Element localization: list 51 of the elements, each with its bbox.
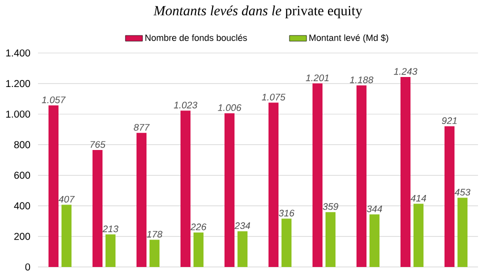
data-label: 213 (102, 226, 118, 232)
chart-title: Montants levés dans le private equity (153, 6, 362, 18)
y-tick-label: 200 (14, 232, 30, 240)
data-label: 1.023 (174, 102, 198, 108)
legend-label: Montant levé (Md $) (309, 34, 388, 43)
data-label: 226 (190, 224, 206, 230)
bar (312, 83, 322, 267)
data-label: 1.188 (350, 76, 374, 84)
y-tick-label: 1.200 (6, 80, 30, 88)
data-label: 765 (90, 141, 106, 148)
data-label: 1.006 (218, 104, 242, 112)
bar (92, 150, 103, 267)
data-label: 921 (442, 117, 457, 124)
bar (136, 132, 147, 267)
data-label: 359 (322, 203, 338, 210)
data-label: 414 (410, 194, 426, 202)
y-tick-label: 600 (14, 172, 30, 179)
data-label: 344 (366, 205, 382, 212)
data-label: 1.075 (262, 94, 286, 100)
data-label: 234 (234, 222, 250, 230)
data-label: 178 (146, 230, 162, 238)
bar (282, 218, 292, 267)
bar (224, 113, 235, 267)
bar (48, 105, 59, 267)
bar (62, 204, 72, 267)
data-label: 1.201 (306, 74, 329, 82)
legend-label: Nombre de fonds bouclés (145, 34, 247, 41)
y-tick-label: 800 (14, 141, 30, 148)
bar (413, 204, 424, 267)
data-label: 453 (454, 188, 470, 196)
y-tick-label: 0 (25, 263, 30, 271)
data-label: 407 (58, 196, 75, 203)
bar (326, 212, 336, 267)
data-label: 316 (278, 210, 294, 216)
bar (194, 232, 204, 267)
bar (106, 234, 116, 267)
bar (238, 231, 248, 267)
bar (444, 126, 454, 267)
bar (370, 214, 380, 267)
y-tick-label: 1.400 (6, 49, 30, 57)
bar (268, 102, 279, 267)
data-label: 877 (134, 124, 150, 131)
bar (356, 85, 366, 267)
bar (180, 110, 191, 267)
y-tick-label: 400 (14, 202, 30, 210)
y-tick-label: 1.000 (6, 110, 30, 118)
bar (150, 240, 160, 267)
data-label: 1.243 (394, 68, 418, 75)
data-label: 1.057 (42, 96, 66, 104)
bar (457, 198, 468, 267)
bar (400, 76, 410, 267)
